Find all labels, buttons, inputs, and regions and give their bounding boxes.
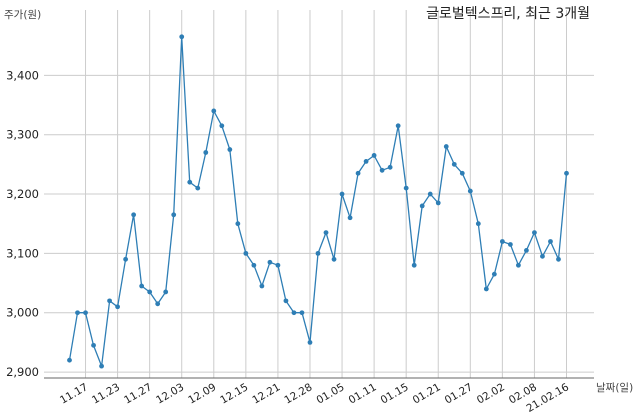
data-point [427, 191, 433, 197]
data-point [147, 289, 153, 295]
data-point [235, 221, 241, 227]
grid-lines [44, 10, 594, 378]
x-tick-label: 11.23 [90, 381, 122, 406]
data-point [99, 363, 104, 369]
data-point [243, 250, 249, 256]
data-point [564, 170, 569, 176]
data-point [187, 179, 193, 185]
x-tick-label: 12.15 [218, 381, 250, 406]
data-point [131, 212, 137, 218]
data-point [379, 167, 385, 173]
data-point [387, 164, 393, 170]
data-point [524, 248, 529, 253]
data-point [195, 185, 201, 191]
data-point [67, 357, 72, 363]
x-axis-label: 날짜(일) [596, 381, 633, 394]
data-point [347, 215, 353, 221]
data-point [75, 310, 80, 316]
data-point [339, 191, 345, 197]
data-point [171, 212, 177, 218]
x-tick-label: 11.27 [122, 381, 154, 406]
data-point [307, 339, 313, 345]
data-point [267, 259, 273, 265]
data-point [139, 283, 145, 289]
data-point [219, 123, 225, 129]
x-tick-label: 12.21 [250, 381, 282, 406]
data-point [556, 256, 561, 262]
data-point [403, 185, 409, 191]
data-point [203, 150, 209, 155]
x-tick-label: 01.27 [443, 381, 475, 406]
data-point [443, 144, 449, 149]
x-tick-label: 12.03 [154, 381, 186, 406]
x-tick-label: 01.11 [347, 381, 379, 406]
data-point [419, 203, 425, 209]
x-tick-label: 12.09 [186, 381, 218, 406]
data-point [179, 34, 185, 40]
data-point [211, 108, 217, 114]
data-point [491, 271, 497, 277]
data-point [499, 239, 505, 244]
data-point [516, 262, 521, 268]
data-point [483, 286, 489, 292]
x-tick-label: 02.02 [475, 381, 507, 406]
data-point [451, 161, 457, 167]
x-tick-label: 01.15 [379, 381, 411, 406]
data-point [371, 153, 377, 158]
x-tick-label: 11.17 [58, 381, 90, 406]
data-point [459, 170, 465, 176]
data-point [315, 250, 321, 256]
x-tick-label: 01.21 [411, 381, 443, 406]
data-point [299, 310, 305, 316]
data-point [548, 239, 553, 244]
data-point [291, 310, 297, 316]
data-point [251, 262, 257, 268]
price-series [67, 34, 569, 369]
data-point [91, 342, 96, 348]
chart-title: 글로벌텍스프리, 최근 3개월 [426, 6, 590, 22]
data-point [115, 304, 120, 310]
data-point [83, 310, 88, 316]
y-tick-labels: 2,900 3,000 3,100 3,200 3,300 3,400 [6, 68, 39, 379]
data-point [283, 298, 289, 304]
data-point [155, 301, 161, 307]
x-tick-label: 12.28 [282, 381, 314, 406]
data-point [331, 256, 337, 262]
y-tick-label: 3,300 [6, 128, 39, 142]
data-point [227, 147, 233, 152]
data-point [532, 230, 537, 236]
data-point [123, 256, 129, 262]
y-tick-label: 3,000 [6, 306, 39, 320]
data-point [435, 200, 441, 206]
series-line [68, 36, 568, 367]
data-point [275, 262, 281, 268]
data-point [475, 221, 481, 227]
data-point [540, 253, 545, 259]
data-point [467, 188, 473, 194]
y-tick-label: 2,900 [6, 365, 39, 379]
data-point [411, 262, 417, 268]
y-tick-label: 3,200 [6, 187, 39, 201]
data-point [323, 230, 329, 236]
data-point [363, 158, 369, 164]
y-axis-label: 주가(원) [4, 9, 41, 21]
y-tick-label: 3,400 [6, 68, 39, 82]
data-point [507, 242, 513, 247]
y-tick-label: 3,100 [6, 246, 39, 260]
data-point [395, 123, 401, 129]
data-point [163, 289, 169, 295]
data-point [259, 283, 265, 289]
data-point [355, 170, 361, 176]
x-tick-labels: 11.17 11.23 11.27 12.03 12.09 12.15 12.21 12.28… [58, 381, 571, 415]
x-tick-label: 01.05 [315, 381, 347, 406]
data-point [107, 298, 112, 304]
